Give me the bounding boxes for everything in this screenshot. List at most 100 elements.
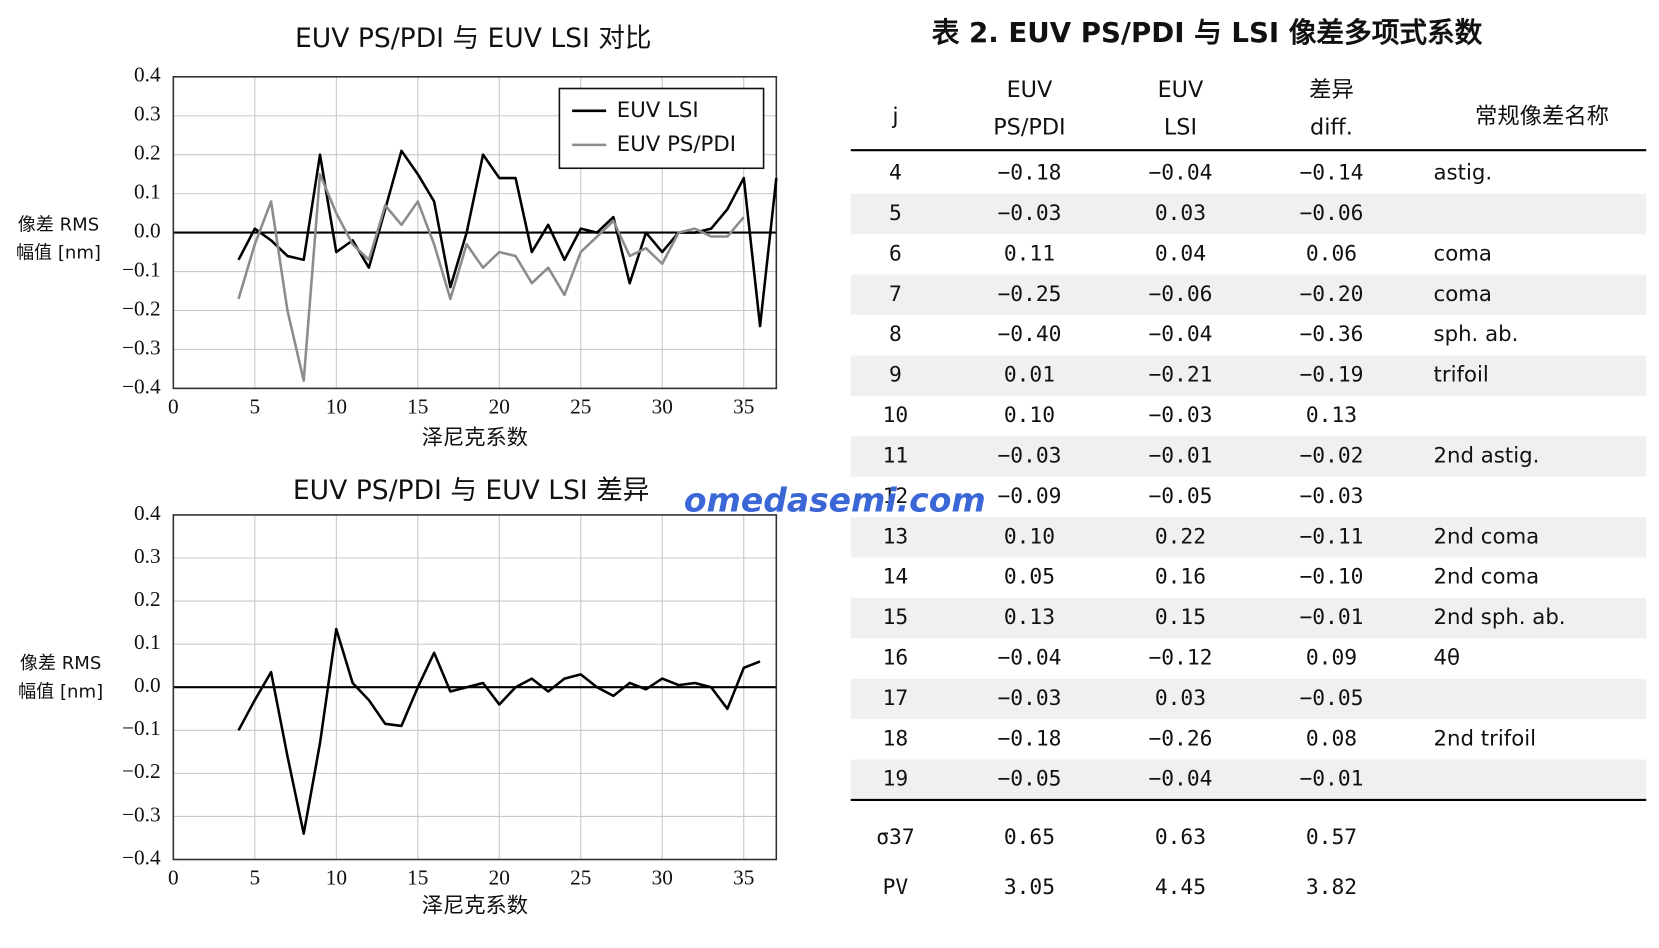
y-tick-label: −0.3 <box>122 335 161 359</box>
x-tick-label: 0 <box>168 866 179 890</box>
legend-label: EUV LSI <box>617 98 699 123</box>
y-axis-label: 像差 RMS <box>18 215 99 236</box>
table-cell: 0.04 <box>1155 241 1206 266</box>
y-tick-label: −0.4 <box>122 374 161 398</box>
legend-label: EUV PS/PDI <box>617 132 736 157</box>
table-header: diff. <box>1310 114 1353 140</box>
y-tick-label: −0.1 <box>122 716 161 740</box>
table-cell: 18 <box>883 726 909 751</box>
table-cell: −0.02 <box>1299 443 1363 468</box>
row-band <box>850 517 1647 558</box>
x-tick-label: 25 <box>570 866 591 890</box>
table-cell: 0.11 <box>1004 241 1055 266</box>
table-cell: −0.03 <box>1148 403 1212 428</box>
x-tick-label: 30 <box>652 866 673 890</box>
y-tick-label: −0.4 <box>122 845 161 869</box>
table-footer-cell: 4.45 <box>1155 875 1206 900</box>
y-tick-label: 0.2 <box>134 587 161 611</box>
table-header: EUV <box>1007 77 1053 103</box>
table-cell: −0.01 <box>1148 443 1212 468</box>
table-cell: 12 <box>883 484 909 509</box>
table-cell: 0.10 <box>1004 524 1055 549</box>
y-tick-label: −0.1 <box>122 257 161 281</box>
table-footer-cell: 0.63 <box>1155 825 1206 850</box>
x-tick-label: 15 <box>407 394 428 418</box>
table-cell: 13 <box>883 524 909 549</box>
x-tick-label: 10 <box>326 394 347 418</box>
table-cell: 5 <box>889 201 902 226</box>
table-cell: −0.05 <box>1148 484 1212 509</box>
y-tick-label: 0.2 <box>134 141 161 165</box>
table-cell: −0.01 <box>1299 767 1363 792</box>
table-cell: −0.18 <box>997 726 1061 751</box>
table-cell: 0.16 <box>1155 565 1206 590</box>
table-cell: 0.08 <box>1306 726 1357 751</box>
table-cell: 15 <box>883 605 909 630</box>
table-cell: −0.25 <box>997 282 1061 307</box>
plot-frame <box>172 75 778 390</box>
table-cell: −0.06 <box>1299 201 1363 226</box>
table-cell: −0.36 <box>1299 322 1363 347</box>
table-cell: −0.11 <box>1299 524 1363 549</box>
y-tick-label: 0.1 <box>134 180 161 204</box>
aberration-name: coma <box>1434 282 1492 307</box>
table-cell: 0.22 <box>1155 524 1206 549</box>
table-cell: 8 <box>889 322 902 347</box>
x-tick-label: 25 <box>570 394 591 418</box>
row-band <box>850 193 1647 235</box>
y-tick-label: 0.4 <box>134 63 161 87</box>
y-tick-label: −0.3 <box>122 802 161 826</box>
table-cell: −0.04 <box>997 646 1061 671</box>
table-cell: −0.04 <box>1148 322 1212 347</box>
aberration-name: 2nd coma <box>1434 524 1540 549</box>
table-cell: −0.01 <box>1299 605 1363 630</box>
table-header: j <box>891 104 898 130</box>
table-cell: 17 <box>883 686 909 711</box>
table-cell: 0.03 <box>1155 201 1206 226</box>
aberration-name: astig. <box>1434 161 1493 186</box>
row-band <box>850 355 1647 396</box>
data-line <box>237 172 745 382</box>
table-cell: 0.13 <box>1004 605 1055 630</box>
table-cell: −0.20 <box>1299 282 1363 307</box>
table-cell: −0.03 <box>997 686 1061 711</box>
table-cell: 16 <box>883 646 909 671</box>
table-cell: 0.01 <box>1004 363 1055 388</box>
table-cell: −0.14 <box>1299 161 1363 186</box>
table-cell: 0.03 <box>1155 686 1206 711</box>
aberration-name: sph. ab. <box>1434 322 1519 347</box>
table-cell: 4 <box>889 161 902 186</box>
y-tick-label: 0.0 <box>134 673 161 697</box>
y-tick-label: −0.2 <box>122 759 161 783</box>
table-cell: 0.06 <box>1306 241 1357 266</box>
table-cell: 14 <box>883 565 909 590</box>
table-header: 常规像差名称 <box>1475 104 1609 130</box>
x-tick-label: 35 <box>733 394 754 418</box>
aberration-name: 2nd coma <box>1434 565 1540 590</box>
table-cell: −0.26 <box>1148 726 1212 751</box>
table-cell: −0.04 <box>1148 767 1212 792</box>
row-band <box>850 678 1647 720</box>
table-cell: −0.21 <box>1148 363 1212 388</box>
table-cell: −0.09 <box>997 484 1061 509</box>
y-tick-label: −0.2 <box>122 296 161 320</box>
table-footer-cell: 0.57 <box>1306 825 1357 850</box>
table-cell: −0.18 <box>997 161 1061 186</box>
table-cell: 0.05 <box>1004 565 1055 590</box>
legend-box <box>558 87 765 170</box>
x-axis-label: 泽尼克系数 <box>422 893 528 918</box>
table-cell: 19 <box>883 767 909 792</box>
x-tick-label: 0 <box>168 394 179 418</box>
y-tick-label: 0.1 <box>134 630 161 654</box>
table-cell: −0.19 <box>1299 363 1363 388</box>
table-footer-cell: 3.05 <box>1004 875 1055 900</box>
table-cell: 10 <box>883 403 909 428</box>
y-axis-label: 幅值 [nm] <box>16 242 101 263</box>
table-cell: −0.10 <box>1299 565 1363 590</box>
x-tick-label: 5 <box>250 394 261 418</box>
data-line <box>237 149 778 328</box>
table-cell: 0.15 <box>1155 605 1206 630</box>
aberration-name: 2nd astig. <box>1434 443 1540 468</box>
